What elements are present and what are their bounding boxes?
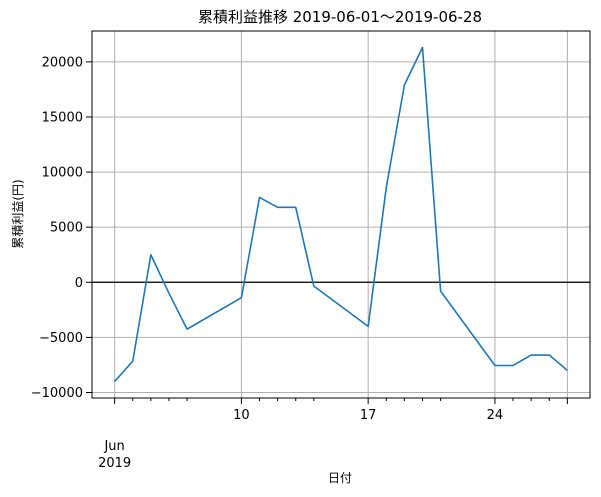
grid bbox=[92, 31, 590, 398]
data-point bbox=[367, 325, 369, 327]
y-tick-label: 20000 bbox=[42, 55, 83, 70]
data-point bbox=[313, 285, 315, 287]
y-tick-label: −10000 bbox=[31, 386, 83, 401]
data-point bbox=[277, 206, 279, 208]
y-tick-label: 15000 bbox=[42, 110, 83, 125]
data-point bbox=[494, 364, 496, 366]
data-point bbox=[530, 354, 532, 356]
series bbox=[114, 46, 568, 383]
x-tick-label: 10 bbox=[233, 408, 250, 423]
plot-frame bbox=[91, 30, 591, 399]
x-tick-label: 17 bbox=[360, 408, 377, 423]
y-tick-label: 5000 bbox=[50, 221, 83, 236]
data-point bbox=[168, 292, 170, 294]
data-point bbox=[421, 47, 423, 49]
y-tick-label: −5000 bbox=[39, 331, 83, 346]
y-axis-label: 累積利益(円) bbox=[10, 179, 25, 248]
x-tick-label: 24 bbox=[487, 408, 504, 423]
data-point bbox=[114, 380, 116, 382]
data-point bbox=[385, 186, 387, 188]
data-point bbox=[512, 364, 514, 366]
data-point bbox=[132, 360, 134, 362]
data-point bbox=[566, 369, 568, 371]
x-axis: Jun 2019 10 17 24 bbox=[98, 398, 568, 471]
data-point bbox=[440, 290, 442, 292]
data-point bbox=[186, 328, 188, 330]
data-point bbox=[240, 297, 242, 299]
y-axis: −10000 −5000 0 5000 10000 15000 20000 bbox=[31, 55, 92, 401]
data-point bbox=[150, 254, 152, 256]
x-tick-label: Jun 2019 bbox=[98, 439, 131, 471]
series-line bbox=[114, 46, 568, 383]
data-point bbox=[548, 354, 550, 356]
data-point bbox=[403, 84, 405, 86]
y-tick-label: 0 bbox=[75, 276, 83, 291]
y-tick-label: 10000 bbox=[42, 166, 83, 181]
data-point bbox=[295, 206, 297, 208]
data-point bbox=[259, 196, 261, 198]
chart-title: 累積利益推移 2019-06-01〜2019-06-28 bbox=[198, 8, 482, 26]
x-axis-label: 日付 bbox=[328, 471, 352, 485]
